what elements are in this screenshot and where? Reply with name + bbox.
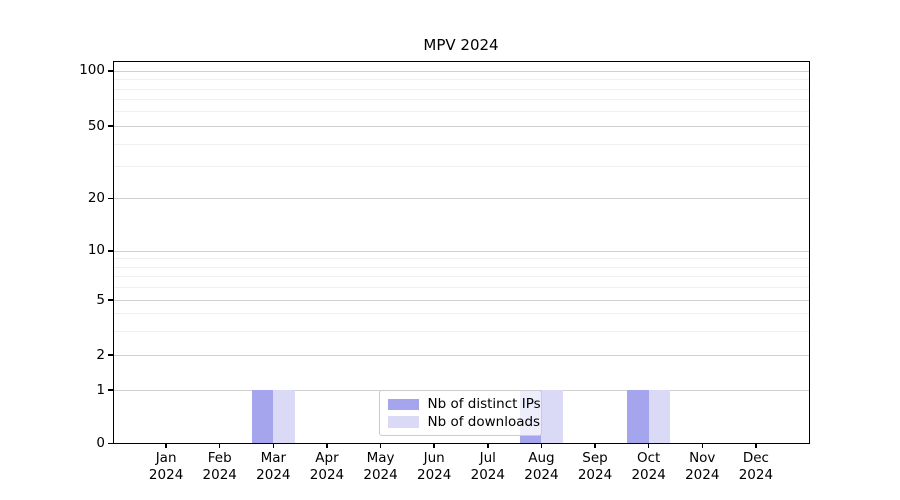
y-gridline-minor: [112, 111, 810, 113]
x-tick-mark: [755, 443, 757, 448]
x-tick-mark: [701, 443, 704, 448]
legend-item: Nb of distinct IPs: [387, 396, 541, 413]
x-tick-mark: [433, 443, 435, 448]
y-tick-mark: [108, 197, 113, 200]
y-tick-mark: [108, 354, 113, 356]
y-tick-label: 1: [96, 381, 105, 398]
y-gridline-major: [112, 250, 810, 252]
bar-downloads: [541, 390, 563, 444]
chart-title: MPV 2024: [423, 36, 499, 54]
x-tick-label: Aug 2024: [524, 450, 559, 483]
bar-distinct-ips: [251, 390, 274, 444]
x-tick-label: Jul 2024: [470, 450, 505, 483]
y-tick-label: 50: [87, 117, 105, 134]
x-tick-label: Mar 2024: [256, 450, 291, 483]
y-tick-label: 20: [87, 189, 105, 206]
y-gridline-minor: [112, 258, 810, 260]
x-tick-mark: [487, 443, 489, 448]
x-tick-label: Apr 2024: [309, 450, 345, 483]
y-gridline-minor: [112, 79, 810, 81]
bar-distinct-ips: [627, 390, 649, 444]
y-gridline-minor: [112, 287, 810, 289]
y-tick-label: 0: [96, 435, 105, 451]
y-gridline-major: [112, 300, 810, 301]
y-gridline-major: [112, 70, 810, 72]
y-gridline-minor: [112, 266, 810, 268]
x-tick-label: Jun 2024: [417, 450, 452, 483]
y-tick-mark: [108, 70, 113, 72]
legend: Nb of distinct IPs Nb of downloads: [378, 390, 542, 436]
y-gridline-minor: [112, 143, 810, 145]
x-tick-mark: [272, 443, 275, 448]
x-tick-label: Sep 2024: [577, 450, 613, 483]
y-tick-label: 10: [87, 242, 105, 259]
x-tick-mark: [165, 443, 167, 448]
x-tick-label: May 2024: [363, 450, 398, 483]
x-tick-mark: [540, 443, 543, 448]
y-tick-label: 100: [79, 62, 105, 79]
y-tick-mark: [108, 442, 113, 445]
y-gridline-major: [112, 198, 810, 200]
y-gridline-minor: [112, 99, 810, 101]
y-gridline-minor: [112, 330, 810, 332]
x-tick-mark: [379, 443, 382, 448]
x-tick-mark: [326, 443, 328, 448]
y-gridline-minor: [112, 88, 810, 90]
x-tick-mark: [594, 443, 596, 448]
x-tick-label: Dec 2024: [738, 450, 774, 483]
y-tick-mark: [108, 389, 113, 391]
x-tick-mark: [218, 443, 221, 448]
y-gridline-major: [112, 355, 810, 356]
legend-swatch-distinct-ips: [387, 398, 419, 411]
legend-swatch-downloads: [387, 416, 419, 428]
y-gridline-major: [112, 126, 810, 127]
y-gridline-minor: [112, 276, 810, 278]
plot-area: [112, 61, 810, 444]
bar-downloads: [648, 390, 671, 444]
legend-label: Nb of distinct IPs: [427, 396, 541, 412]
x-tick-label: Jan 2024: [148, 450, 184, 483]
x-tick-label: Nov 2024: [685, 450, 720, 483]
y-tick-label: 2: [96, 346, 105, 363]
y-gridline-minor: [112, 166, 810, 168]
legend-item: Nb of downloads: [387, 414, 540, 431]
y-tick-mark: [108, 125, 113, 127]
bar-downloads: [273, 390, 295, 444]
y-tick-mark: [108, 299, 113, 301]
y-tick-mark: [108, 250, 113, 252]
legend-label: Nb of downloads: [427, 413, 541, 430]
x-tick-mark: [647, 443, 650, 448]
x-tick-label: Oct 2024: [631, 450, 666, 483]
y-gridline-minor: [112, 313, 810, 315]
x-tick-label: Feb 2024: [202, 450, 237, 483]
y-tick-label: 5: [96, 291, 105, 308]
